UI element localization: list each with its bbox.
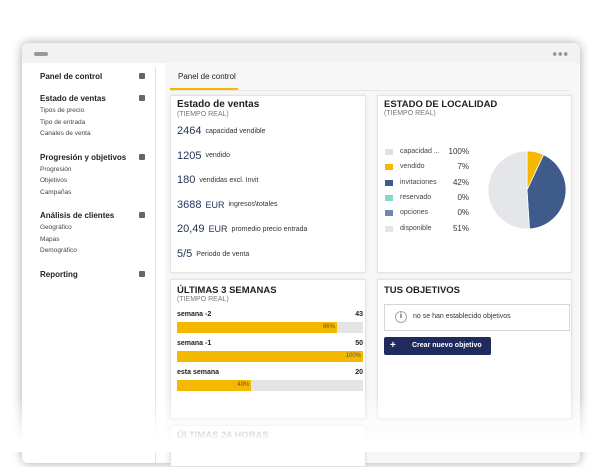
legend-value: 100% <box>448 147 469 156</box>
button-text[interactable]: Crear nuevo objetivo <box>412 342 482 349</box>
legend-value: 7% <box>457 162 469 172</box>
sales-label: ingresos\totales <box>228 201 278 209</box>
sales-value: 5/5 <box>177 248 193 260</box>
bar <box>177 380 252 391</box>
card-title: Estado de ventas <box>177 99 260 110</box>
sales-value: 1205 <box>177 149 202 162</box>
bar-label: 40% <box>237 382 250 388</box>
sales-label: vendido <box>205 152 231 160</box>
bar <box>177 322 337 333</box>
sidebar-item[interactable]: Objetivos <box>40 177 68 184</box>
bar <box>177 351 363 362</box>
button-plus: + <box>390 340 396 351</box>
legend-swatch <box>385 194 393 201</box>
sidebar-item[interactable]: Geográfico <box>40 224 72 231</box>
sidebar-icon <box>139 212 145 218</box>
bar-track <box>177 380 363 391</box>
title-bar <box>22 43 580 63</box>
sidebar-item[interactable]: Progresión <box>40 165 72 173</box>
legend-swatch <box>385 149 393 155</box>
sales-unit: EUR <box>208 224 228 235</box>
card-title: ÚLTIMAS 3 SEMANAS <box>177 285 277 296</box>
bar-label: 100% <box>345 353 361 359</box>
sidebar-item[interactable]: Tipos de precio <box>40 107 85 114</box>
legend-value: 0% <box>457 208 469 218</box>
card-title: TUS OBJETIVOS <box>384 285 461 296</box>
fade <box>0 395 603 452</box>
legend-value: 0% <box>457 192 469 202</box>
sales-label: promedio precio entrada <box>231 225 308 233</box>
sidebar-section[interactable]: Progresión y objetivos <box>40 152 127 162</box>
sales-label: Periodo de venta <box>196 250 250 258</box>
sidebar-item[interactable]: Demográfico <box>40 247 77 254</box>
tab[interactable]: Panel de control <box>178 72 236 81</box>
legend-value: 51% <box>452 223 469 233</box>
legend-name: vendido <box>400 163 425 171</box>
sidebar-divider <box>155 67 156 463</box>
info-box <box>384 304 570 331</box>
tab-underline <box>170 88 238 90</box>
sidebar-section[interactable]: Reporting <box>40 269 78 279</box>
sidebar-icon <box>139 270 145 277</box>
sales-label: capacidad vendible <box>205 127 266 135</box>
legend-swatch <box>385 225 393 232</box>
week-name: esta semana <box>177 369 220 376</box>
legend-swatch <box>385 179 393 186</box>
tab-line <box>170 90 570 91</box>
card-subtitle: (TIEMPO REAL) <box>384 110 436 117</box>
sidebar-icon <box>139 95 145 101</box>
legend-name: opciones <box>400 209 429 217</box>
week-name: semana -1 <box>177 340 212 347</box>
card-title: ESTADO DE LOCALIDAD <box>384 99 498 110</box>
button[interactable] <box>384 337 491 355</box>
sidebar-section[interactable]: Estado de ventas <box>40 94 106 103</box>
card-subtitle: (TIEMPO REAL) <box>177 111 229 118</box>
sidebar-icon <box>139 73 145 79</box>
sales-label: vendidas excl. Invit <box>199 176 259 184</box>
legend-name: capacidad ... <box>400 148 440 155</box>
sidebar-icon <box>139 153 145 160</box>
sales-value: 20,49 <box>177 223 205 236</box>
card-subtitle: (TIEMPO REAL) <box>177 296 229 303</box>
week-count: 43 <box>355 311 363 318</box>
legend-value: 42% <box>452 177 469 187</box>
legend-name: disponible <box>400 224 432 232</box>
week-count: 20 <box>355 369 363 376</box>
sidebar-section[interactable]: Análisis de clientes <box>40 211 115 220</box>
sidebar-section[interactable]: Panel de control <box>40 72 103 81</box>
legend-name: invitaciones <box>400 178 437 186</box>
sidebar-item[interactable]: Tipo de entrada <box>40 118 86 126</box>
legend-swatch <box>385 164 393 171</box>
legend-name: reservado <box>400 193 432 201</box>
week-name: semana -2 <box>177 311 212 318</box>
legend-swatch <box>385 210 393 217</box>
sales-value: 180 <box>177 174 196 187</box>
sidebar-item[interactable]: Mapas <box>40 235 60 243</box>
week-count: 50 <box>355 340 363 347</box>
bar-label: 86% <box>322 324 335 330</box>
sidebar-item[interactable]: Canales de venta <box>40 130 91 137</box>
window-pill <box>34 52 48 56</box>
sidebar-item[interactable]: Campañas <box>40 188 72 196</box>
card <box>170 95 366 273</box>
sales-unit: EUR <box>205 199 225 210</box>
info-text: no se han establecido objetivos <box>413 313 511 320</box>
sales-value: 2464 <box>177 125 202 137</box>
sales-value: 3688 <box>177 198 202 211</box>
page: Panel de control Estado de ventas Tipos de… <box>0 43 603 467</box>
info-icon: i <box>395 311 407 323</box>
window-dots <box>552 52 568 56</box>
